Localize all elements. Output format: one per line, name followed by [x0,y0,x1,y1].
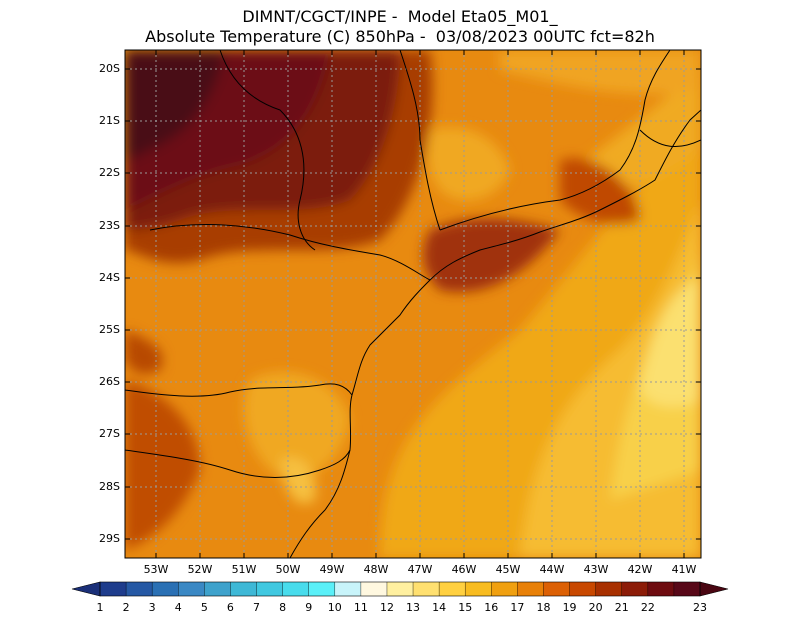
axis-ticks [125,50,701,558]
lat-label: 26S [99,375,120,388]
colorbar-segment [152,582,179,596]
map-title: DIMNT/CGCT/INPE - Model Eta05_M01_ [242,7,558,26]
colorbar-label: 3 [149,601,156,614]
colorbar-segment [308,582,336,596]
lon-label: 45W [495,563,521,576]
border-mg-sp [399,50,441,231]
colorbar: 1 2 3 4 5 6 7 8 9 10 11 12 13 14 15 16 17 18 19 20 21 22 23 [71,581,729,614]
lon-label: 46W [451,563,477,576]
colorbar-label: 7 [253,601,260,614]
lat-label: 27S [99,427,120,440]
colorbar-segment [126,582,153,596]
lat-label: 20S [99,62,120,75]
colorbar-label: 22 [641,601,655,614]
colorbar-segment [595,582,623,596]
colorbar-segment [360,582,388,596]
colorbar-frame [99,581,701,597]
border-pr-sc [125,383,353,397]
colorbar-segment [178,582,205,596]
border-sc-rs [125,449,351,478]
colorbar-segment [569,582,597,596]
colorbar-segment [230,582,258,596]
colorbar-segment [673,582,701,596]
colorbar-segment [647,582,675,596]
colorbar-label: 6 [227,601,234,614]
colorbar-label: 14 [432,601,446,614]
colorbar-label: 12 [380,601,394,614]
colorbar-label: 9 [305,601,312,614]
colorbar-label: 10 [328,601,342,614]
lon-label: 52W [187,563,213,576]
colorbar-segment [100,582,127,596]
colorbar-label: 13 [406,601,420,614]
lon-label: 43W [583,563,609,576]
border-pr-sp [149,224,431,281]
graticule [125,50,701,558]
lon-label: 50W [275,563,301,576]
colorbar-label: 15 [458,601,472,614]
lon-label: 44W [539,563,565,576]
colorbar-segment [204,582,231,596]
colorbar-label: 11 [354,601,368,614]
lon-label: 53W [143,563,169,576]
lat-label: 29S [99,532,120,545]
colorbar-label: 23 [693,601,707,614]
border-mg-rj [439,50,671,231]
colorbar-label: 18 [536,601,550,614]
temperature-field [125,50,701,558]
colorbar-segment [465,582,492,596]
colorbar-segment [386,582,414,596]
colorbar-segment [621,582,649,596]
colorbar-low-arrow [71,581,101,597]
colorbar-high-arrow [699,581,729,597]
colorbar-label: 8 [279,601,286,614]
lon-label: 49W [319,563,345,576]
colorbar-label: 16 [484,601,498,614]
colorbar-segment [517,582,544,596]
colorbar-label: 17 [510,601,524,614]
boundaries [125,50,701,558]
lat-label: 28S [99,480,120,493]
lat-label: 25S [99,323,120,336]
colorbar-segment [413,582,440,596]
colorbar-segment [282,582,310,596]
lat-label: 24S [99,271,120,284]
lon-label: 48W [363,563,389,576]
border-es [639,129,701,148]
colorbar-label: 1 [97,601,104,614]
colorbar-segment [491,582,518,596]
map-subtitle: Absolute Temperature (C) 850hPa - 03/08/… [145,27,655,46]
map-frame [124,49,702,559]
colorbar-segment [334,582,362,596]
coastline [289,109,701,558]
lon-label: 42W [627,563,653,576]
colorbar-label: 21 [615,601,629,614]
colorbar-label: 2 [123,601,130,614]
border-ms-sp [219,50,316,251]
colorbar-label: 4 [175,601,182,614]
colorbar-label: 20 [589,601,603,614]
colorbar-segment [543,582,571,596]
lat-label: 21S [99,114,120,127]
colorbar-label: 5 [201,601,208,614]
lon-label: 47W [407,563,433,576]
colorbar-segment [256,582,284,596]
lat-label: 23S [99,219,120,232]
lon-label: 51W [231,563,257,576]
lat-label: 22S [99,166,120,179]
colorbar-segment [439,582,466,596]
colorbar-label: 19 [563,601,577,614]
lon-label: 41W [671,563,697,576]
